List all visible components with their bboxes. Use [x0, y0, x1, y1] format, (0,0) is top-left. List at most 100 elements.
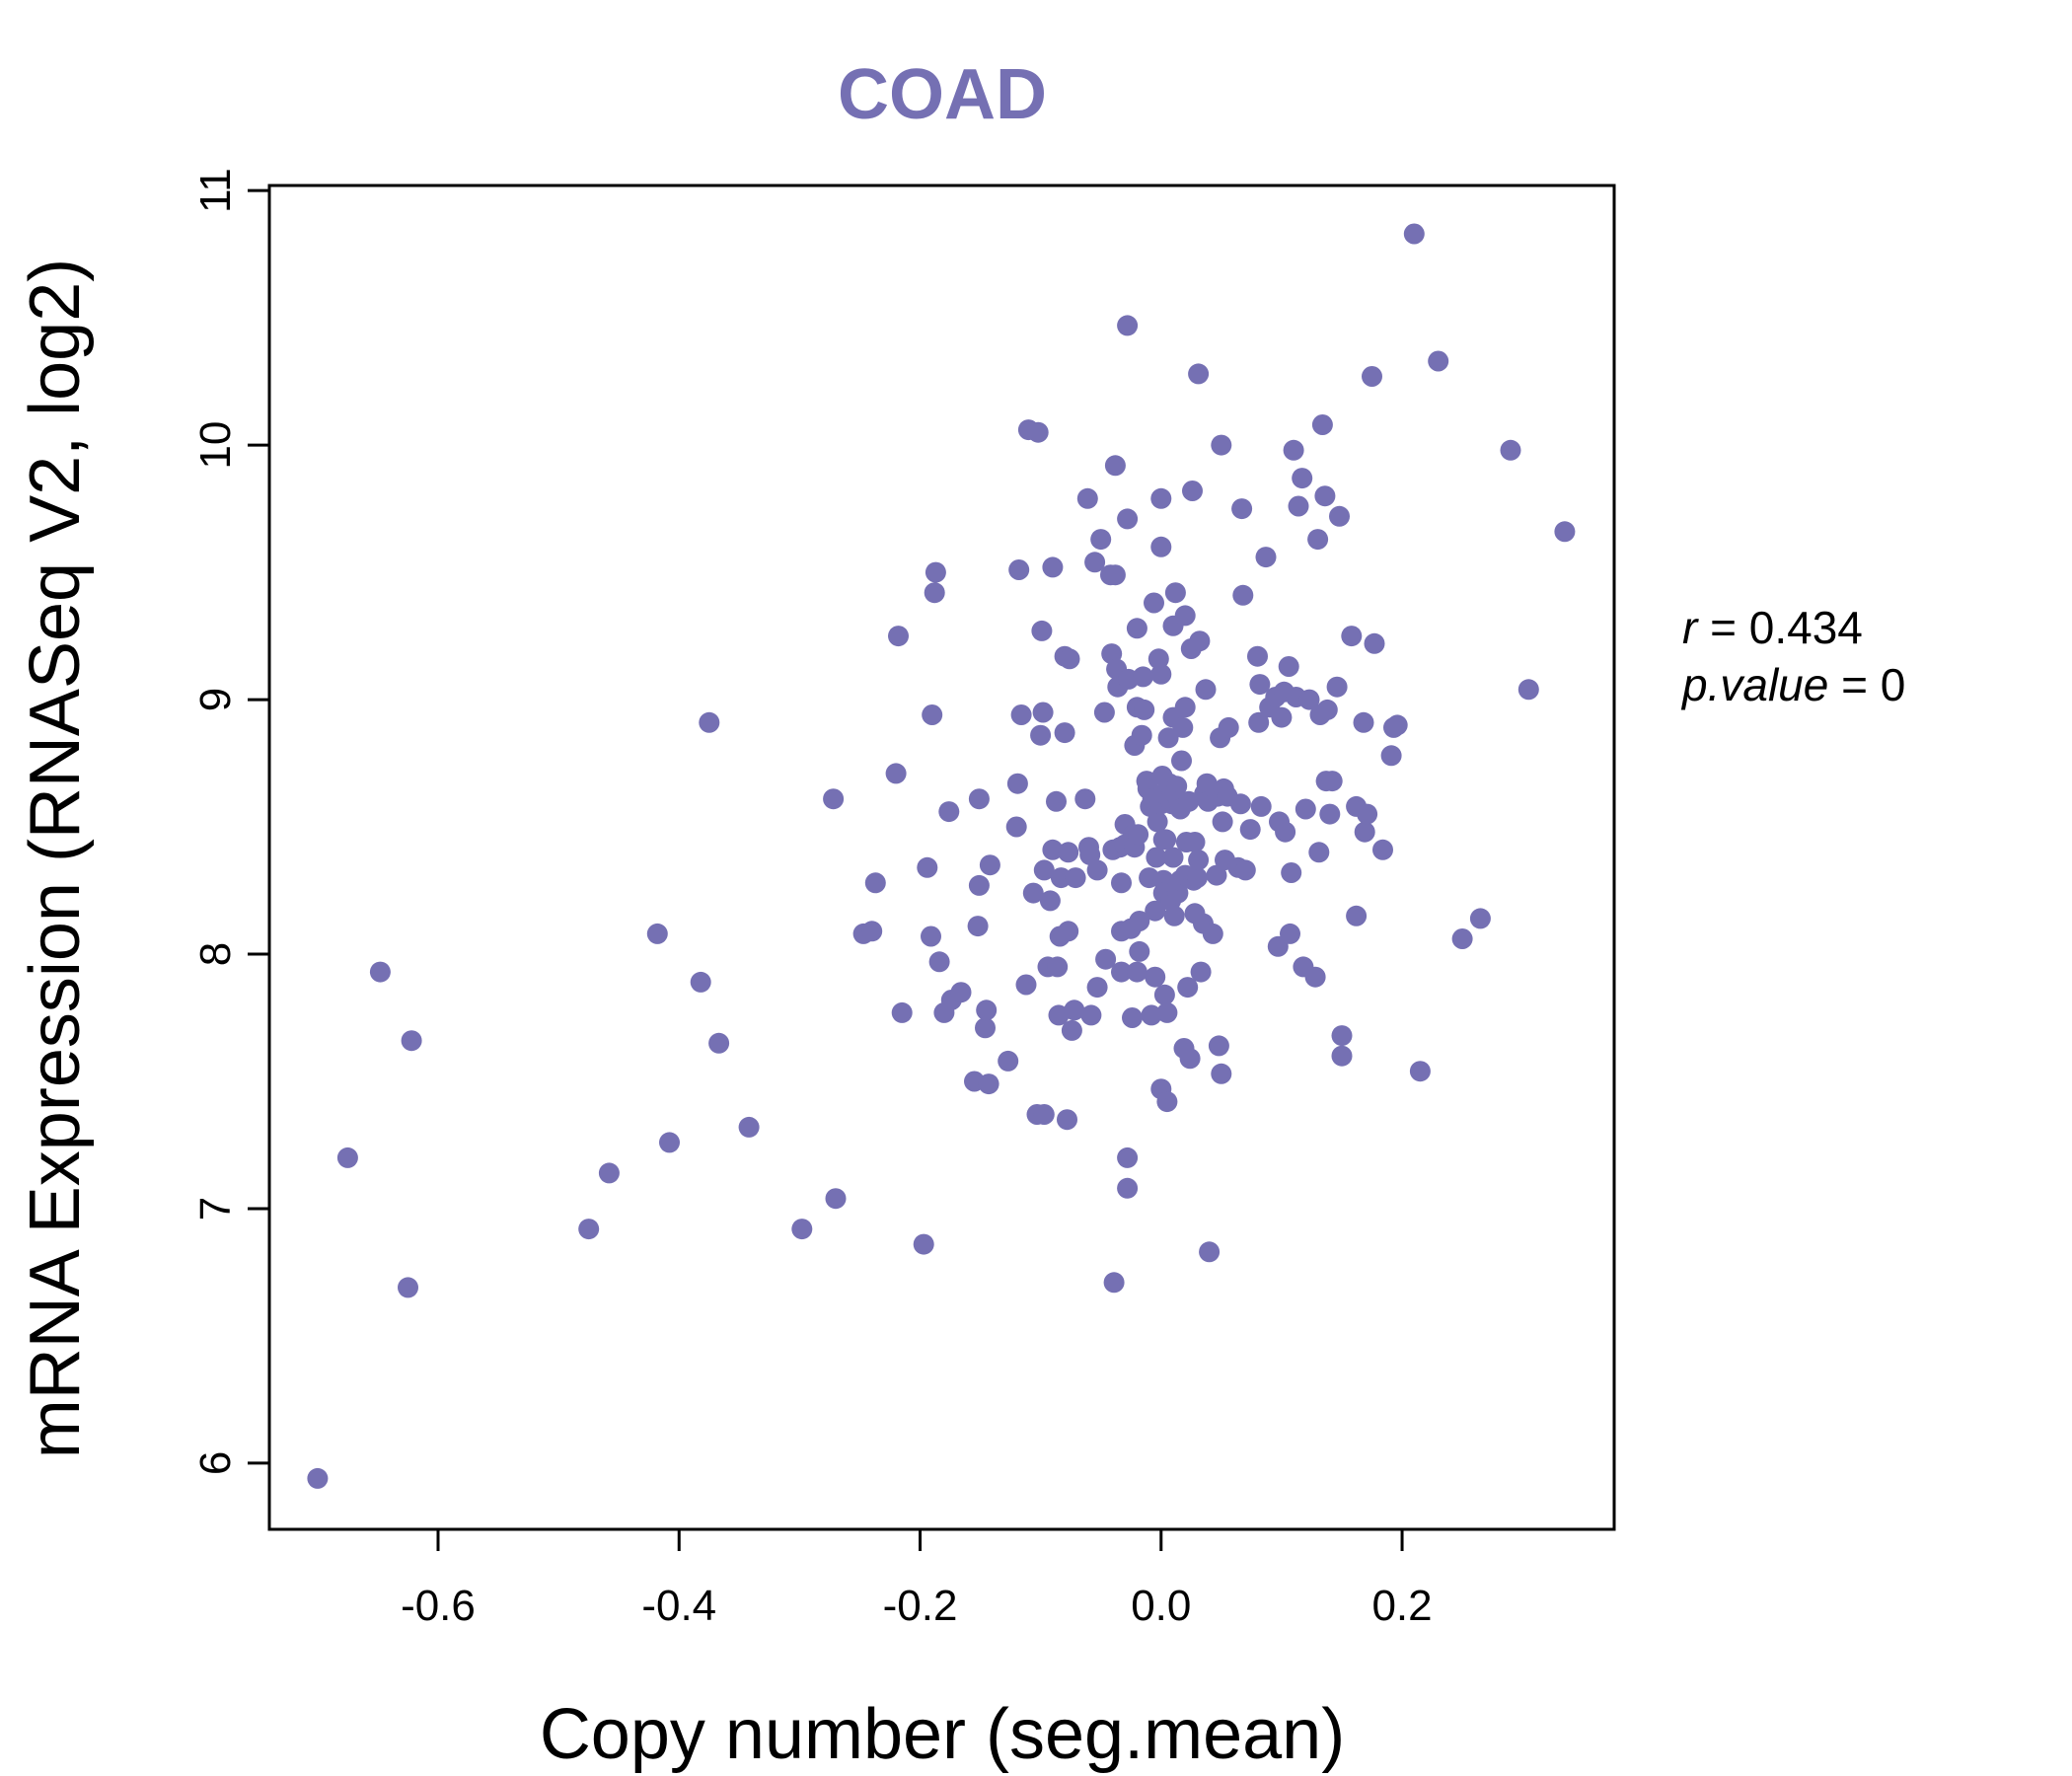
data-point	[690, 971, 711, 993]
data-point	[1199, 1241, 1221, 1263]
data-point	[1174, 605, 1196, 627]
data-point	[1008, 559, 1030, 580]
data-point	[1271, 706, 1293, 728]
data-point	[1163, 905, 1185, 926]
data-point	[1372, 839, 1393, 860]
data-point	[1033, 1104, 1055, 1125]
data-point	[1316, 699, 1338, 720]
data-point	[1255, 547, 1277, 568]
data-point	[1500, 439, 1521, 461]
y-tick-label: 9	[191, 688, 240, 711]
x-tick-label: 0.2	[1371, 1582, 1432, 1630]
data-point	[1386, 714, 1408, 736]
data-point	[1229, 793, 1251, 815]
data-point	[1212, 811, 1233, 833]
data-point	[1080, 1004, 1102, 1026]
data-point	[1134, 699, 1155, 720]
data-point	[1117, 1177, 1139, 1199]
data-point	[1174, 697, 1196, 718]
data-point	[968, 874, 990, 896]
data-point	[1117, 508, 1139, 530]
data-point	[1162, 847, 1184, 868]
r-statistic: r = 0.434	[1682, 602, 1863, 653]
data-point	[1307, 529, 1329, 551]
data-point	[1341, 626, 1363, 647]
data-point	[1065, 867, 1086, 889]
data-point	[791, 1219, 813, 1240]
y-tick-label: 7	[191, 1197, 240, 1221]
data-point	[1032, 702, 1054, 723]
data-point	[1281, 862, 1302, 883]
data-point	[968, 788, 990, 810]
data-point	[1248, 711, 1270, 733]
data-point	[925, 561, 946, 583]
data-point	[1409, 1061, 1431, 1082]
data-point	[1048, 1004, 1070, 1026]
data-point	[1050, 867, 1072, 889]
data-point	[1058, 842, 1079, 863]
data-point	[1104, 564, 1126, 586]
data-point	[1039, 890, 1061, 912]
plot-frame	[267, 184, 1616, 1531]
data-point	[998, 1050, 1019, 1072]
data-point	[1057, 1109, 1077, 1131]
data-points	[307, 223, 1576, 1489]
data-point	[1182, 481, 1203, 501]
data-point	[1346, 905, 1368, 926]
data-point	[825, 1188, 847, 1210]
data-point	[1554, 521, 1576, 543]
data-point	[1117, 315, 1139, 336]
x-axis-label: Copy number (seg.mean)	[540, 1695, 1345, 1774]
data-point	[1250, 795, 1272, 817]
data-point	[1311, 414, 1333, 435]
data-point	[1319, 803, 1341, 825]
data-point	[1314, 485, 1336, 507]
data-point	[1015, 974, 1037, 996]
data-point	[1156, 1001, 1178, 1023]
data-point	[1357, 803, 1378, 825]
data-point	[646, 923, 668, 944]
data-point	[1133, 666, 1153, 688]
data-point	[1278, 656, 1299, 677]
data-point	[1364, 632, 1385, 654]
data-point	[1111, 961, 1132, 983]
p-value: 0	[1881, 659, 1906, 710]
data-point	[1146, 847, 1167, 868]
data-point	[1280, 923, 1300, 944]
data-point	[1179, 1048, 1201, 1070]
data-point	[1231, 498, 1253, 520]
data-point	[913, 1233, 934, 1255]
data-point	[1059, 648, 1080, 670]
data-point	[1022, 882, 1044, 904]
data-point	[1247, 645, 1268, 667]
p-equals: =	[1828, 659, 1880, 710]
data-point	[1202, 923, 1223, 944]
data-point	[1046, 790, 1067, 812]
r-equals: =	[1697, 602, 1748, 653]
data-point	[1117, 1147, 1139, 1168]
data-point	[1188, 363, 1210, 385]
data-point	[924, 582, 945, 604]
data-point	[928, 951, 950, 973]
data-point	[401, 1030, 422, 1052]
y-tick-label: 8	[191, 942, 240, 966]
data-point	[1086, 977, 1108, 999]
data-point	[398, 1277, 418, 1298]
data-point	[1153, 984, 1175, 1005]
data-point	[1190, 961, 1212, 983]
data-point	[1104, 455, 1126, 477]
data-point	[1145, 900, 1166, 922]
data-point	[1469, 908, 1491, 929]
data-point	[1033, 859, 1055, 881]
data-point	[738, 1116, 760, 1138]
data-point	[885, 763, 907, 784]
data-point	[1047, 956, 1069, 978]
data-point	[1150, 536, 1172, 557]
data-point	[967, 916, 989, 937]
data-point	[1211, 434, 1232, 456]
p-label: p.value	[1680, 659, 1828, 710]
data-point	[1095, 948, 1117, 970]
data-point	[1275, 821, 1296, 843]
data-point	[1517, 679, 1539, 701]
